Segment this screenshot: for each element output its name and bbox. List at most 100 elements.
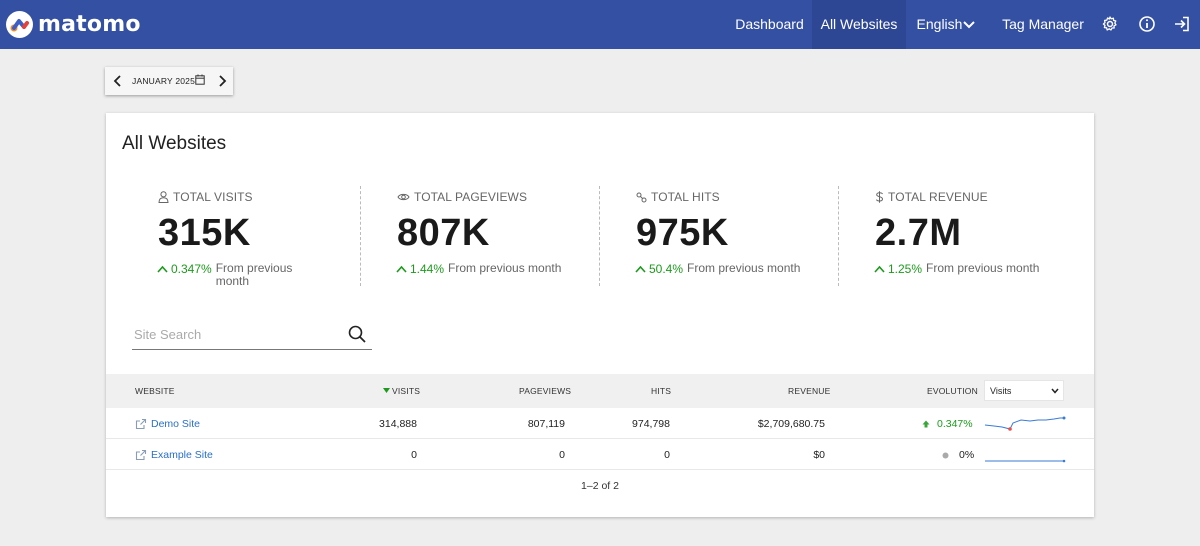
column-header-evolution: EVOLUTION (927, 386, 978, 396)
external-link-icon (135, 449, 147, 461)
arrow-up-icon (635, 265, 646, 273)
kpi-change-caption: From previous month (215, 261, 293, 288)
kpi-change-percent: 0.347% (157, 262, 212, 276)
visits-value: 314,888 (379, 418, 417, 430)
external-link-icon (135, 418, 147, 430)
search-icon[interactable] (348, 325, 366, 343)
kpi-change: 0.347% From previous month (157, 262, 296, 288)
kpi-change-percent: 1.44% (396, 262, 444, 276)
eye-icon (397, 193, 410, 201)
period-selector[interactable]: JANUARY 2025 (105, 67, 233, 95)
nav-language-selector[interactable]: English (906, 0, 986, 49)
visits-value: 0 (411, 449, 417, 461)
all-websites-card: All Websites TOTAL VISITS 315K 0.347% Fr… (106, 113, 1094, 517)
site-search (132, 321, 372, 350)
kpi-value: 975K (636, 212, 729, 254)
gear-icon[interactable] (1101, 15, 1119, 33)
page-title: All Websites (122, 133, 227, 154)
logo-text: matomo (38, 12, 141, 37)
kpi-change-value: 50.4% (649, 262, 684, 276)
pagination-info: 1–2 of 2 (581, 480, 619, 492)
site-search-input[interactable] (134, 327, 334, 342)
user-icon (158, 191, 169, 203)
kpi-change-caption: From previous month (687, 261, 801, 275)
sparkline-chart (984, 416, 1066, 431)
kpi-total-hits: TOTAL HITS 975K 50.4% From previous mont… (584, 186, 822, 288)
hits-icon (636, 192, 647, 202)
evolution-metric-value: Visits (990, 386, 1012, 396)
matomo-logo[interactable]: matomo (6, 11, 141, 38)
pageviews-value: 0 (559, 449, 565, 461)
top-navigation-bar: matomo Dashboard All Websites English Ta… (0, 0, 1200, 49)
dollar-icon (875, 191, 884, 203)
kpi-total-pageviews: TOTAL PAGEVIEWS 807K 1.44% From previous… (345, 186, 583, 288)
site-link-example-site[interactable]: Example Site (135, 449, 213, 461)
nav-dashboard[interactable]: Dashboard (735, 16, 804, 32)
column-header-revenue[interactable]: REVENUE (788, 386, 831, 396)
calendar-icon[interactable] (195, 74, 205, 85)
kpi-label-text: TOTAL VISITS (173, 190, 253, 204)
site-link-demo-site[interactable]: Demo Site (135, 418, 200, 430)
kpi-divider (599, 186, 600, 286)
pageviews-value: 807,119 (527, 418, 565, 430)
kpi-value: 807K (397, 212, 490, 254)
kpi-value: 2.7M (875, 212, 962, 254)
sort-descending-icon (383, 388, 390, 393)
info-icon[interactable] (1138, 15, 1156, 33)
kpi-change-percent: 1.25% (874, 262, 922, 276)
chevron-down-icon (963, 21, 976, 29)
kpi-label-text: TOTAL REVENUE (888, 190, 988, 204)
chevron-left-icon[interactable] (111, 73, 125, 89)
table-header: WEBSITE VISITS PAGEVIEWS HITS REVENUE EV… (106, 374, 1094, 408)
evolution-percent: 0% (959, 449, 975, 461)
chevron-down-icon (1051, 388, 1059, 394)
evolution-percent: 0.347% (937, 418, 973, 430)
arrow-up-icon (874, 265, 885, 273)
column-header-website[interactable]: WEBSITE (135, 386, 175, 396)
kpi-divider (360, 186, 361, 286)
sparkline-chart (985, 459, 1066, 463)
kpi-label: TOTAL HITS (636, 190, 720, 204)
revenue-value: $0 (813, 449, 825, 461)
period-label[interactable]: JANUARY 2025 (132, 76, 196, 86)
kpi-total-visits: TOTAL VISITS 315K 0.347% From previous m… (106, 186, 344, 288)
kpi-label: TOTAL PAGEVIEWS (397, 190, 527, 204)
kpi-label: TOTAL REVENUE (875, 190, 988, 204)
kpi-change-caption: From previous month (448, 261, 562, 275)
kpi-label-text: TOTAL HITS (651, 190, 720, 204)
kpi-change-value: 0.347% (171, 262, 212, 276)
column-header-visits-label: VISITS (392, 386, 421, 396)
kpi-change: 1.25% From previous month (874, 262, 1039, 276)
kpi-divider (838, 186, 839, 286)
hits-value: 0 (664, 449, 670, 461)
kpi-change-percent: 50.4% (635, 262, 683, 276)
sparkline-last-point (1062, 416, 1066, 420)
evolution-value: 0.347% (922, 418, 973, 430)
chevron-right-icon[interactable] (215, 73, 229, 89)
table-row: Example Site 0 0 0 $0 0% (106, 439, 1094, 470)
sparkline-min-point (1008, 427, 1012, 431)
kpi-change-value: 1.44% (410, 262, 445, 276)
column-header-hits[interactable]: HITS (651, 386, 672, 396)
arrow-up-icon (396, 265, 407, 273)
sparkline-last-point (1062, 459, 1066, 463)
language-label: English (916, 16, 963, 32)
evolution-metric-select[interactable]: Visits (984, 380, 1064, 401)
kpi-change-value: 1.25% (888, 262, 923, 276)
arrow-up-icon (157, 265, 168, 273)
sign-out-icon[interactable] (1173, 15, 1191, 33)
site-name: Example Site (151, 449, 213, 461)
site-name: Demo Site (151, 418, 201, 430)
evolution-value: 0% (942, 449, 974, 461)
matomo-logo-icon (6, 11, 33, 38)
kpi-label-text: TOTAL PAGEVIEWS (414, 190, 528, 204)
revenue-value: $2,709,680.75 (757, 418, 825, 430)
kpi-label: TOTAL VISITS (158, 190, 253, 204)
kpi-value: 315K (158, 212, 251, 254)
kpi-total-revenue: TOTAL REVENUE 2.7M 1.25% From previous m… (823, 186, 1061, 288)
column-header-visits[interactable]: VISITS (383, 386, 420, 396)
column-header-pageviews[interactable]: PAGEVIEWS (519, 386, 572, 396)
nav-all-websites[interactable]: All Websites (812, 0, 906, 49)
nav-tag-manager[interactable]: Tag Manager (1002, 16, 1084, 32)
kpi-change: 50.4% From previous month (635, 262, 800, 276)
